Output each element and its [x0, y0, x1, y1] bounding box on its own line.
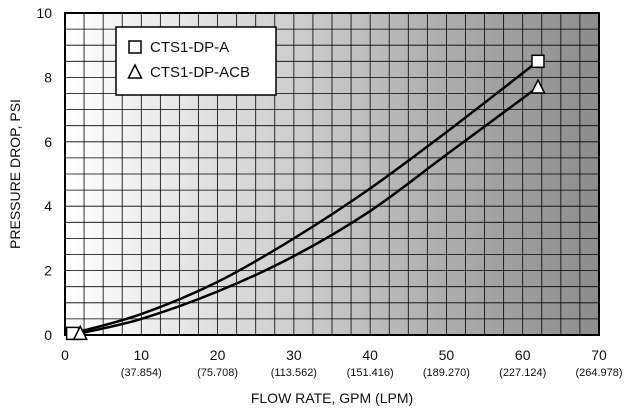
- y-tick-label-2: 2: [44, 263, 52, 279]
- x-axis-label: FLOW RATE, GPM (LPM): [251, 390, 413, 406]
- x-tick-lpm-label-40: (151.416): [347, 367, 394, 379]
- x-tick-label-0: 0: [61, 347, 69, 363]
- x-tick-label-30: 30: [286, 347, 302, 363]
- legend-marker-square: [128, 40, 142, 54]
- y-tick-label-4: 4: [44, 198, 52, 214]
- x-tick-label-20: 20: [210, 347, 226, 363]
- x-tick-label-70: 70: [591, 347, 607, 363]
- plot-border: [64, 12, 600, 336]
- x-tick-label-10: 10: [133, 347, 149, 363]
- x-tick-lpm-label-50: (189.270): [423, 367, 470, 379]
- series-1-marker-6: [530, 78, 546, 94]
- x-tick-lpm-label-70: (264.978): [575, 367, 622, 379]
- x-tick-lpm-label-60: (227.124): [499, 367, 546, 379]
- x-tick-lpm-label-30: (113.562): [271, 367, 317, 379]
- y-tick-label-6: 6: [44, 134, 52, 150]
- series-lines: [65, 54, 546, 341]
- x-tick-lpm-label-20: (75.708): [197, 367, 238, 379]
- series-line-0: [72, 60, 539, 335]
- y-tick-label-8: 8: [44, 69, 52, 85]
- x-tick-lpm-label-10: (37.854): [121, 367, 162, 379]
- x-tick-label-60: 60: [515, 347, 531, 363]
- y-tick-label-10: 10: [36, 5, 52, 21]
- series-1-marker-0: [72, 324, 88, 341]
- legend-marker-triangle: [127, 63, 143, 79]
- x-tick-label-40: 40: [362, 347, 378, 363]
- y-axis-label: PRESSURE DROP, PSI: [7, 99, 23, 249]
- legend-box: [115, 26, 277, 96]
- legend-entry-cts1-dp-a: CTS1-DP-A: [150, 39, 229, 56]
- series-0-marker-6: [531, 54, 545, 69]
- x-tick-labels: 0 10 (37.854) 20 (75.708) 30 (113.562) 40 (151.4…: [61, 347, 622, 379]
- x-tick-label-50: 50: [439, 347, 455, 363]
- legend-entry-cts1-dp-acb: CTS1-DP-ACB: [150, 64, 250, 81]
- series-line-1: [79, 86, 539, 335]
- y-tick-labels: 0 2 4 6 8 10: [36, 5, 52, 343]
- legend: CTS1-DP-A CTS1-DP-ACB: [115, 26, 277, 96]
- y-tick-label-0: 0: [44, 327, 52, 343]
